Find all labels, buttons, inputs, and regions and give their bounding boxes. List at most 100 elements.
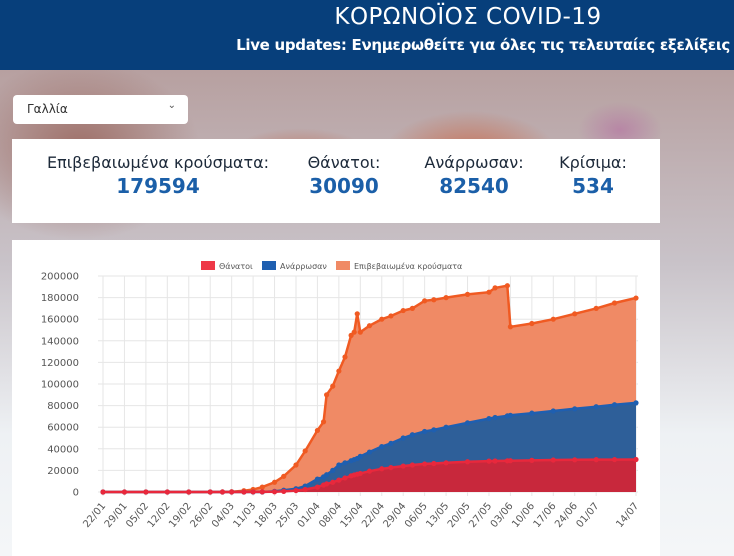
deaths-point: [293, 487, 299, 494]
stat-value: 82540: [439, 174, 509, 198]
x-tick-label: 29/01: [103, 501, 130, 530]
deaths-point: [330, 479, 336, 485]
recovered-point: [388, 440, 394, 446]
deaths-point: [431, 460, 437, 467]
confirmed-point: [464, 291, 471, 297]
stat-confirmed: Επιβεβαιωμένα κρούσματα: 179594: [42, 153, 274, 198]
confirmed-point: [492, 285, 498, 291]
confirmed-point: [431, 297, 437, 303]
confirmed-point: [271, 479, 278, 485]
x-tick-label: 12/02: [146, 501, 173, 530]
y-tick-label: 140000: [41, 336, 79, 347]
confirmed-point: [320, 419, 327, 425]
stat-recovered: Ανάρρωσαν: 82540: [414, 153, 534, 198]
stat-label: Ανάρρωσαν:: [424, 153, 524, 172]
chart-card: 0 20000 40000 60000 80000 100000 120000 140000 1…: [12, 240, 660, 556]
deaths-point: [100, 489, 106, 495]
deaths-point: [250, 489, 256, 495]
deaths-point: [507, 458, 514, 464]
deaths-point: [314, 484, 321, 490]
x-tick-label: 20/05: [446, 501, 473, 530]
cases-area-chart: 0 20000 40000 60000 80000 100000 120000 140000 1…: [41, 261, 641, 530]
deaths-point: [400, 463, 406, 469]
y-tick-label: 40000: [47, 444, 79, 455]
deaths-point: [336, 477, 342, 483]
x-tick-label: 22/01: [81, 501, 108, 530]
y-tick-label: 100000: [41, 380, 79, 391]
x-tick-label: 08/04: [317, 501, 344, 530]
deaths-point: [492, 458, 498, 464]
recovered-point: [529, 410, 535, 416]
deaths-point: [633, 456, 639, 463]
country-select-value: Γαλλία: [27, 102, 68, 116]
deaths-point: [121, 489, 128, 495]
recovered-point: [342, 460, 348, 466]
confirmed-point: [366, 323, 373, 329]
x-tick-label: 10/06: [510, 501, 537, 530]
x-tick-label: 26/02: [189, 501, 216, 530]
deaths-point: [229, 489, 235, 495]
x-tick-label: 17/06: [532, 501, 559, 530]
deaths-point: [302, 486, 308, 493]
stat-value: 30090: [309, 174, 379, 198]
deaths-point: [143, 489, 149, 495]
page-subtitle: Live updates: Ενημερωθείτε για όλες τις …: [236, 36, 730, 54]
confirmed-point: [379, 316, 385, 322]
x-tick-label: 27/05: [467, 501, 494, 530]
y-tick-label: 160000: [41, 315, 79, 326]
y-tick-label: 60000: [47, 423, 79, 434]
deaths-point: [593, 457, 599, 463]
recovered-point: [366, 449, 373, 455]
legend-swatch-recovered: [262, 261, 276, 270]
x-tick-label: 29/04: [382, 501, 409, 530]
confirmed-point: [324, 392, 330, 398]
confirmed-point: [259, 484, 265, 490]
recovered-point: [379, 444, 385, 450]
deaths-point: [259, 489, 265, 495]
x-tick-label: 18/03: [253, 501, 280, 530]
deaths-point: [550, 457, 556, 463]
country-select[interactable]: Γαλλία ⌄: [13, 95, 188, 124]
recovered-point: [507, 412, 514, 418]
stat-label: Επιβεβαιωμένα κρούσματα:: [46, 153, 270, 172]
confirmed-point: [400, 307, 406, 314]
deaths-point: [342, 475, 348, 481]
deaths-point: [422, 461, 428, 467]
confirmed-point: [550, 316, 556, 322]
deaths-point: [409, 462, 415, 468]
deaths-point: [357, 470, 363, 477]
confirmed-point: [357, 329, 363, 335]
confirmed-point: [342, 354, 348, 360]
x-tick-label: 06/05: [403, 501, 430, 530]
legend-swatch-confirmed: [336, 261, 350, 270]
x-tick-label: 04/03: [210, 501, 237, 530]
confirmed-point: [302, 448, 308, 454]
stat-value: 179594: [116, 174, 200, 198]
confirmed-point: [422, 298, 428, 304]
deaths-point: [572, 457, 578, 463]
confirmed-point: [281, 473, 287, 479]
recovered-point: [324, 472, 330, 478]
x-tick-label: 19/02: [167, 501, 194, 530]
recovered-point: [422, 428, 428, 435]
deaths-point: [241, 489, 247, 495]
confirmed-point: [443, 295, 449, 301]
confirmed-point: [388, 313, 394, 319]
confirmed-point: [351, 329, 357, 335]
y-tick-label: 20000: [47, 466, 79, 477]
deaths-point: [281, 488, 287, 494]
recovered-point: [572, 406, 578, 412]
deaths-point: [271, 489, 278, 495]
stat-critical: Κρίσιμα: 534: [552, 153, 634, 198]
legend-label-deaths: Θάνατοι: [219, 262, 253, 271]
deaths-point: [219, 489, 226, 495]
recovered-point: [486, 415, 492, 422]
recovered-point: [464, 420, 471, 426]
x-tick-label: 24/06: [553, 501, 580, 530]
legend-swatch-deaths: [201, 261, 215, 270]
deaths-point: [443, 460, 449, 466]
deaths-point: [464, 459, 471, 465]
stat-deaths: Θάνατοι: 30090: [294, 153, 394, 198]
deaths-area: [103, 459, 636, 492]
page-title: ΚΟΡΩΝΟΪΟΣ COVID-19: [334, 4, 602, 30]
